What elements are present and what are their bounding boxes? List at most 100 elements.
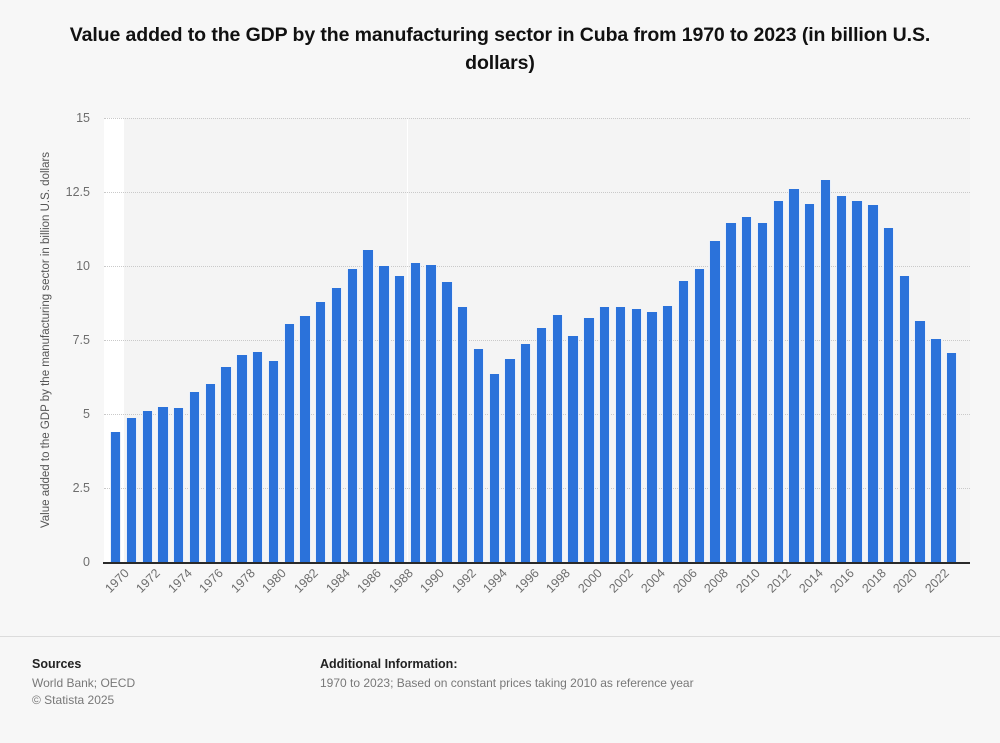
bar[interactable] [141,411,153,562]
bar[interactable] [110,431,122,562]
bar[interactable] [756,223,769,562]
bar[interactable] [520,344,532,562]
x-axis-tick-label: 2008 [701,566,731,596]
bar[interactable] [220,366,232,562]
bar[interactable] [630,308,642,562]
bar[interactable] [330,288,343,562]
y-axis-tick-label: 0 [83,555,90,569]
bar[interactable] [551,314,564,562]
bar[interactable] [504,359,516,562]
bar[interactable] [583,317,595,562]
x-axis-tick-label: 1992 [449,566,479,596]
plot-area [103,118,970,564]
bar[interactable] [709,240,721,562]
x-axis-tick-label: 2018 [859,566,889,596]
x-axis-tick-label: 1972 [133,566,164,596]
bar[interactable] [772,200,784,562]
bar[interactable] [614,307,627,562]
bar[interactable] [677,280,690,562]
x-axis: 1970 1972 1974 1976 1978 1980 1982 1984 1986 1988… [102,566,970,626]
bar[interactable] [236,354,248,562]
bar[interactable] [283,323,295,562]
bar[interactable] [251,351,264,562]
x-axis-tick-label: 2014 [796,566,826,596]
sources-heading: Sources [32,657,82,671]
bar[interactable] [157,406,169,562]
x-axis-tick-label: 1978 [228,566,258,596]
x-axis-tick-label: 2012 [764,566,795,596]
bar[interactable] [867,205,879,562]
sources-text[interactable]: World Bank; OECD [32,676,136,690]
bar[interactable] [914,320,926,562]
bar[interactable] [898,276,911,562]
bar[interactable] [409,263,422,562]
bar[interactable] [393,276,406,562]
x-axis-tick-label: 2020 [890,566,921,596]
y-axis-tick-label: 7.5 [72,333,90,347]
bar[interactable] [346,268,358,562]
bar[interactable] [204,384,216,562]
bar[interactable] [882,227,895,562]
bar[interactable] [835,196,847,562]
additional-information-text: 1970 to 2023; Based on constant prices t… [320,676,694,690]
chart-title: Value added to the GDP by the manufactur… [69,24,931,74]
bar[interactable] [472,348,485,562]
x-axis-tick-label: 1970 [102,566,132,596]
bar[interactable] [819,180,832,562]
bar[interactable] [740,217,753,562]
y-axis-tick-label: 12.5 [65,185,90,199]
bar[interactable] [567,335,579,562]
bar[interactable] [930,338,942,562]
copyright-text: © Statista 2025 [32,693,115,708]
bar[interactable] [598,307,611,562]
bar[interactable] [267,360,280,562]
bar[interactable] [946,353,958,562]
y-axis-tick-label: 5 [83,407,90,421]
y-axis-tick-label: 15 [76,111,90,125]
x-axis-tick-label: 1986 [354,566,384,596]
chart-footer: Sources World Bank; OECD © Statista 2025… [0,637,1000,743]
bar[interactable] [535,328,548,562]
bar[interactable] [646,311,658,562]
gridline [104,118,970,119]
x-axis-tick-label: 1996 [512,566,542,596]
bar[interactable] [315,301,327,562]
y-axis-tick-label: 10 [76,259,90,273]
y-axis: 0 2.5 5 7.5 10 12.5 15 [0,0,104,569]
bar[interactable] [662,305,674,562]
bar[interactable] [173,408,185,562]
footer-divider [0,636,1000,637]
x-axis-tick-label: 1998 [543,566,574,596]
bar[interactable] [378,266,390,562]
x-axis-tick-label: 2022 [922,566,952,596]
bar[interactable] [725,223,737,562]
bar[interactable] [488,374,500,562]
x-axis-tick-label: 1988 [385,566,416,596]
y-axis-tick-label: 2.5 [72,481,90,495]
x-axis-tick-label: 1982 [291,566,321,596]
gridline [104,192,970,193]
x-axis-tick-label: 1976 [196,566,227,596]
bar[interactable] [804,203,816,562]
bar[interactable] [441,282,453,562]
bar[interactable] [188,391,201,562]
x-axis-tick-label: 1980 [259,566,290,596]
x-axis-tick-label: 1990 [417,566,448,596]
bar[interactable] [457,307,469,562]
x-axis-tick-label: 2010 [732,566,763,596]
additional-information-block: Additional Information: 1970 to 2023; Ba… [320,657,694,692]
bar[interactable] [788,189,800,562]
gridline [104,266,970,267]
sources-block: Sources World Bank; OECD © Statista 2025 [32,657,135,710]
bar[interactable] [693,268,705,562]
bar-series [104,118,970,562]
bar[interactable] [425,264,437,562]
additional-information-heading: Additional Information: [320,657,458,671]
bar[interactable] [851,200,863,562]
x-axis-baseline [103,562,970,564]
bar[interactable] [362,249,374,562]
bar[interactable] [125,418,138,562]
x-axis-tick-label: 1984 [322,566,353,596]
bar[interactable] [299,316,311,562]
